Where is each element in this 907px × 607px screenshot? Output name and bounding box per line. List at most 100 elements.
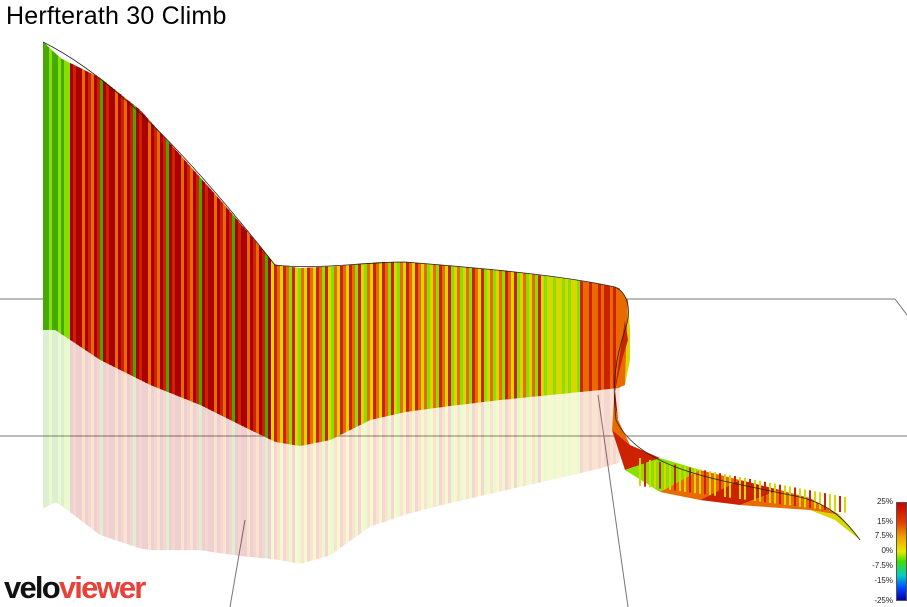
- ribbon-strip: [439, 265, 443, 408]
- reflection-strip: [250, 429, 254, 558]
- ribbon-strip: [598, 283, 602, 391]
- ribbon-strip: [202, 179, 206, 408]
- ribbon-tail-segment: [615, 320, 628, 390]
- legend-label-25: 25%: [876, 497, 893, 506]
- ribbon-strip: [52, 50, 56, 331]
- reflection-strip: [553, 394, 557, 480]
- reflection-strip: [295, 445, 299, 564]
- reflection-strip: [163, 390, 167, 551]
- reflection-strip: [472, 403, 476, 498]
- ribbon-strip: [196, 173, 200, 405]
- ribbon-strip: [295, 267, 299, 446]
- reflection-strip: [175, 395, 179, 551]
- reflection-strip: [235, 422, 239, 556]
- reflection-strip: [178, 396, 182, 551]
- ribbon-strip: [325, 266, 329, 441]
- reflection-strip: [454, 405, 458, 503]
- reflection-strip: [406, 411, 410, 515]
- ribbon-strip: [79, 67, 83, 348]
- reflection-strip: [610, 388, 614, 466]
- ribbon-strip: [412, 262, 416, 412]
- ribbon-strip: [457, 266, 461, 406]
- reflection-strip: [427, 408, 431, 509]
- reflection-strip: [70, 340, 74, 515]
- reflection-strip: [313, 442, 317, 561]
- ribbon-strip: [238, 221, 242, 426]
- ribbon-strip: [277, 265, 281, 443]
- ribbon-strip: [493, 269, 497, 401]
- reflection-strip: [379, 417, 383, 524]
- ribbon-strip: [373, 262, 377, 420]
- reflection-strip: [385, 415, 389, 522]
- ribbon-strip: [97, 76, 101, 360]
- ribbon-strip: [94, 75, 98, 358]
- reflection-strip: [439, 407, 443, 506]
- reflection-strip: [484, 401, 488, 496]
- reflection-strip: [433, 407, 437, 508]
- ribbon-strip: [220, 200, 224, 417]
- ribbon-strip: [289, 266, 293, 445]
- reflection-strip: [529, 396, 533, 485]
- reflection-strip: [487, 401, 491, 495]
- ribbon-strip: [562, 278, 566, 394]
- reflection-strip: [217, 413, 221, 554]
- reflection-strip: [172, 393, 176, 551]
- reflection-strip: [424, 409, 428, 510]
- reflection-strip: [310, 443, 314, 562]
- elevation-ribbon: [43, 42, 860, 540]
- reflection-strip: [370, 419, 374, 527]
- ribbon-strip: [475, 268, 479, 403]
- reflection-strip: [451, 405, 455, 503]
- ribbon-strip: [178, 152, 182, 398]
- reflection-strip: [274, 441, 278, 560]
- reflection-strip: [280, 442, 284, 561]
- reflection-strip: [358, 424, 362, 535]
- reflection-strip: [412, 410, 416, 513]
- reflection-strip: [208, 409, 212, 552]
- legend-label-0: 0%: [881, 546, 893, 555]
- reflection-strip: [541, 395, 545, 483]
- ribbon-strip: [340, 265, 344, 435]
- reflection-strip: [355, 426, 359, 538]
- reflection-strip: [421, 409, 425, 511]
- reflection-strip: [61, 334, 65, 508]
- ribbon-strip: [376, 262, 380, 419]
- ribbon-strip: [67, 61, 71, 340]
- reflection-strip: [199, 404, 203, 551]
- ribbon-strip: [454, 266, 458, 406]
- ribbon-strip: [532, 274, 536, 397]
- ribbon-strip: [136, 106, 140, 380]
- reflection-strip: [340, 433, 344, 548]
- ribbon-strip: [232, 214, 236, 423]
- reflection-strip: [568, 392, 572, 476]
- reflection-strip: [475, 402, 479, 498]
- veloviewer-logo[interactable]: veloviewer: [4, 572, 146, 603]
- ribbon-strip: [142, 112, 146, 383]
- ribbon-strip: [115, 90, 119, 369]
- reflection-strip: [103, 361, 107, 538]
- reflection-strip: [259, 434, 263, 559]
- ribbon-strip: [406, 262, 410, 412]
- ribbon-strip: [145, 115, 149, 384]
- reflection-strip: [142, 381, 146, 550]
- reflection-strip: [577, 392, 581, 474]
- ribbon-strip: [223, 203, 227, 418]
- reflection-strip: [181, 397, 185, 551]
- ribbon-strip: [574, 280, 578, 393]
- reflection-strip: [391, 414, 395, 520]
- ribbon-strip: [163, 135, 167, 392]
- ribbon-strip: [571, 279, 575, 393]
- reflection-strip: [511, 398, 515, 489]
- ribbon-strip: [478, 268, 482, 403]
- reflection-strip: [289, 444, 293, 563]
- reflection-strip: [349, 429, 353, 542]
- ribbon-strip: [418, 263, 422, 411]
- reflection-strip: [49, 330, 53, 506]
- ribbon-strip: [490, 269, 494, 402]
- ribbon-strip: [361, 263, 365, 425]
- reflection-strip: [145, 382, 149, 550]
- ribbon-strip: [58, 56, 62, 334]
- reflection-strip: [52, 330, 56, 504]
- ribbon-strip: [604, 284, 608, 390]
